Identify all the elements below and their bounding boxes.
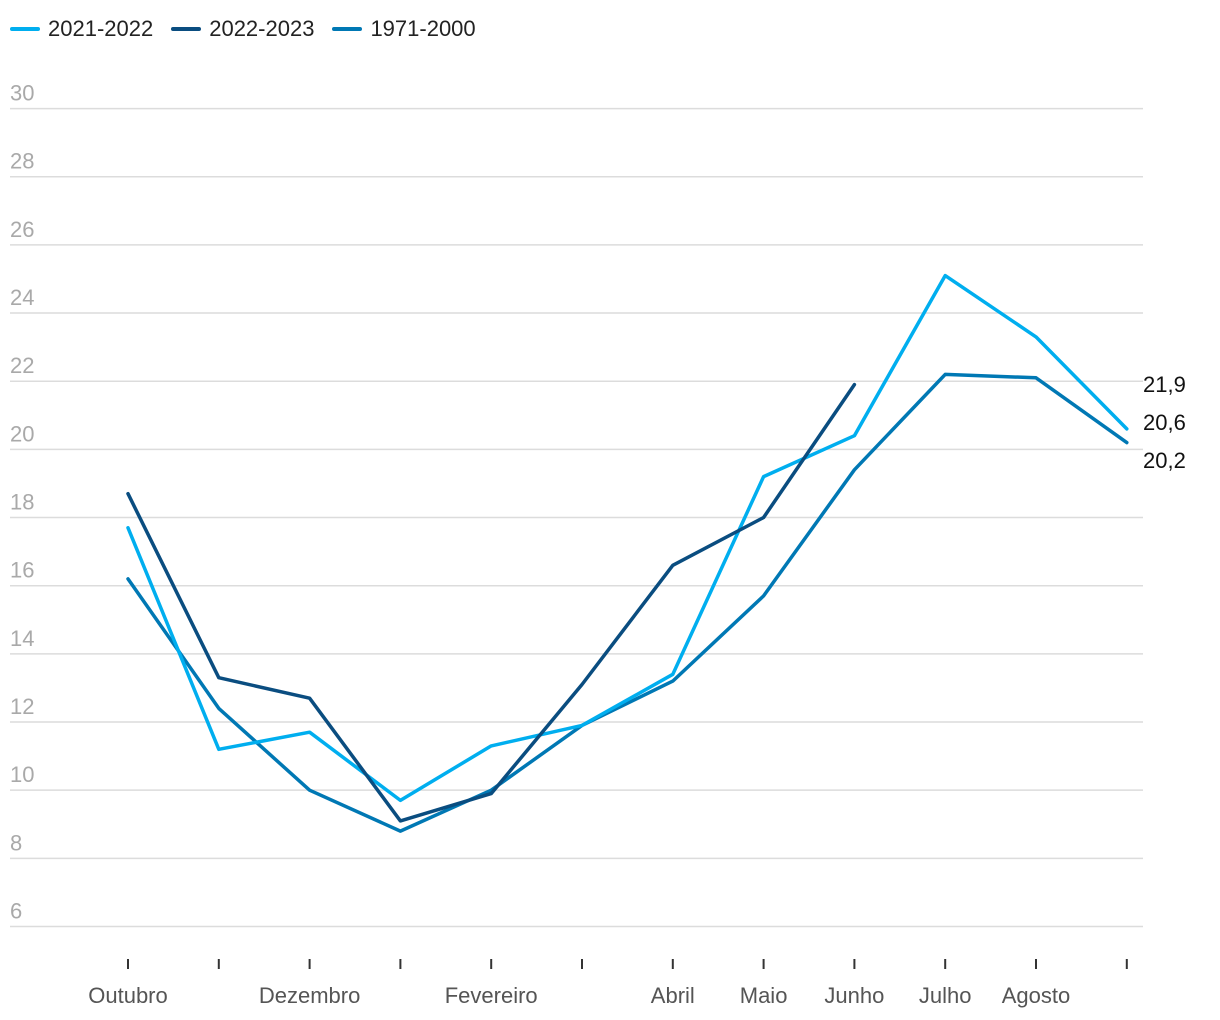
legend-item-2022-2023[interactable]: 2022-2023 (171, 16, 314, 42)
y-tick-label-20: 20 (10, 421, 34, 446)
legend: 2021-2022 2022-2023 1971-2000 (10, 16, 476, 42)
y-tick-label-14: 14 (10, 626, 34, 651)
y-tick-label-28: 28 (10, 149, 34, 174)
y-tick-label-22: 22 (10, 353, 34, 378)
x-tick-label-6: Abril (651, 983, 695, 1008)
legend-swatch-1971-2000 (332, 27, 363, 31)
legend-label-1971-2000: 1971-2000 (370, 16, 476, 41)
y-tick-label-26: 26 (10, 217, 34, 242)
legend-swatch-2022-2023 (171, 27, 202, 31)
y-tick-label-18: 18 (10, 490, 34, 515)
y-tick-label-10: 10 (10, 762, 34, 787)
y-tick-label-12: 12 (10, 694, 34, 719)
legend-label-2022-2023: 2022-2023 (209, 16, 315, 41)
x-tick-label-7: Maio (740, 983, 788, 1008)
series-line-2021-2022 (126, 273, 1129, 803)
series-line-1971-2000 (126, 372, 1129, 833)
end-label-2022-2023: 21,9 (1143, 372, 1186, 397)
x-tick-label-2: Dezembro (259, 983, 360, 1008)
end-label-2021-2022: 20,6 (1143, 410, 1186, 435)
y-tick-label-8: 8 (10, 830, 22, 855)
legend-item-1971-2000[interactable]: 1971-2000 (332, 16, 476, 42)
legend-swatch-2021-2022 (10, 27, 40, 31)
x-tick-label-9: Julho (919, 983, 972, 1008)
y-tick-label-24: 24 (10, 285, 34, 310)
x-tick-label-10: Agosto (1002, 983, 1071, 1008)
series-line-2022-2023 (126, 382, 857, 823)
end-label-1971-2000: 20,2 (1143, 448, 1186, 473)
legend-item-2021-2022[interactable]: 2021-2022 (10, 16, 153, 42)
y-tick-label-30: 30 (10, 81, 34, 106)
legend-label-2021-2022: 2021-2022 (48, 16, 154, 41)
x-tick-label-4: Fevereiro (445, 983, 538, 1008)
x-tick-label-8: Junho (824, 983, 884, 1008)
y-tick-label-16: 16 (10, 558, 34, 583)
x-tick-label-0: Outubro (88, 983, 168, 1008)
y-tick-label-6: 6 (10, 899, 22, 924)
